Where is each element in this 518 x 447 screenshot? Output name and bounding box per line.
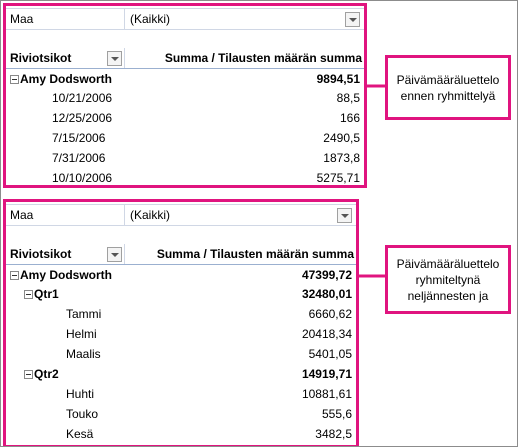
row-label: 10/21/2006 — [52, 91, 113, 105]
row-label: Amy Dodsworth — [20, 268, 113, 282]
separator — [124, 244, 125, 264]
separator — [124, 205, 125, 225]
pivot-table: Maa (Kaikki) Riviotsikot Summa / Tilausten … — [3, 3, 367, 188]
pivot-row: Qtr1 32480,01 — [6, 284, 356, 304]
pivot-row: Touko 555,6 — [6, 404, 356, 424]
pivot-row: 7/15/2006 2490,5 — [6, 128, 364, 148]
row-value: 47399,72 — [301, 268, 352, 282]
row-value: 32480,01 — [301, 287, 352, 301]
pivot-table: Maa (Kaikki) Riviotsikot Summa / Tilausten … — [3, 199, 359, 446]
row-label: 10/10/2006 — [52, 171, 113, 185]
row-value: 2490,5 — [323, 131, 360, 145]
row-value: 20418,34 — [301, 327, 352, 341]
pivot-row: Tammi 6660,62 — [6, 304, 356, 324]
row-value: 1873,8 — [323, 151, 360, 165]
pivot-row: 12/25/2006 166 — [6, 108, 364, 128]
row-label: Maalis — [66, 347, 101, 361]
row-labels-header: Riviotsikot — [10, 51, 72, 65]
filter-label: Maa — [10, 12, 34, 26]
pivot-row: Kesä 3482,5 — [6, 424, 356, 444]
header-row: Riviotsikot Summa / Tilausten määrän summ… — [6, 48, 364, 69]
pivot-row: 7/31/2006 1873,8 — [6, 148, 364, 168]
pivot-row: Helmi 20418,34 — [6, 324, 356, 344]
pivot-row: Huhti 10881,61 — [6, 384, 356, 404]
row-label: Tammi — [66, 307, 102, 321]
filter-dropdown[interactable] — [337, 208, 352, 223]
row-label: Qtr1 — [34, 287, 59, 301]
row-label: Amy Dodsworth — [20, 72, 113, 86]
row-label: 7/31/2006 — [52, 151, 106, 165]
filter-value: (Kaikki) — [130, 208, 171, 222]
row-labels-dropdown[interactable] — [107, 247, 122, 262]
row-label: Huhti — [66, 387, 95, 401]
row-value: 6660,62 — [308, 307, 352, 321]
separator — [124, 9, 125, 29]
filter-label: Maa — [10, 208, 34, 222]
row-labels-header: Riviotsikot — [10, 247, 72, 261]
row-value: 88,5 — [336, 91, 360, 105]
filter-row: Maa (Kaikki) — [6, 8, 364, 30]
row-value: 10881,61 — [301, 387, 352, 401]
row-labels-dropdown[interactable] — [107, 51, 122, 66]
callout: Päivämääräluettelo ryhmiteltynä neljänne… — [385, 245, 511, 314]
values-header: Summa / Tilausten määrän summa — [164, 51, 362, 65]
row-value: 555,6 — [321, 407, 352, 421]
row-label: Helmi — [66, 327, 97, 341]
callout: Päivämääräluettelo ennen ryhmittelyä — [385, 55, 511, 120]
row-label: 7/15/2006 — [52, 131, 106, 145]
collapse-button[interactable] — [10, 271, 19, 280]
row-label: Qtr2 — [34, 367, 59, 381]
row-value: 3482,5 — [315, 427, 352, 441]
pivot-row: Amy Dodsworth 9894,51 — [6, 68, 364, 89]
collapse-button[interactable] — [24, 370, 33, 379]
row-label: 12/25/2006 — [52, 111, 113, 125]
separator — [124, 48, 125, 68]
collapse-button[interactable] — [24, 290, 33, 299]
filter-dropdown[interactable] — [345, 12, 360, 27]
row-value: 14919,71 — [301, 367, 352, 381]
row-value: 9894,51 — [316, 72, 360, 86]
pivot-row: 10/21/2006 88,5 — [6, 88, 364, 108]
pivot-row: 10/10/2006 5275,71 — [6, 168, 364, 185]
row-value: 5401,05 — [308, 347, 352, 361]
pivot-row: Qtr2 14919,71 — [6, 364, 356, 384]
header-row: Riviotsikot Summa / Tilausten määrän summ… — [6, 244, 356, 265]
row-label: Kesä — [66, 427, 94, 441]
pivot-row: Maalis 5401,05 — [6, 344, 356, 364]
values-header: Summa / Tilausten määrän summa — [156, 247, 354, 261]
row-value: 166 — [339, 111, 360, 125]
filter-row: Maa (Kaikki) — [6, 204, 356, 226]
row-label: Touko — [66, 407, 99, 421]
row-value: 5275,71 — [316, 171, 360, 185]
filter-value: (Kaikki) — [130, 12, 171, 26]
collapse-button[interactable] — [10, 75, 19, 84]
pivot-row: Amy Dodsworth 47399,72 — [6, 264, 356, 285]
